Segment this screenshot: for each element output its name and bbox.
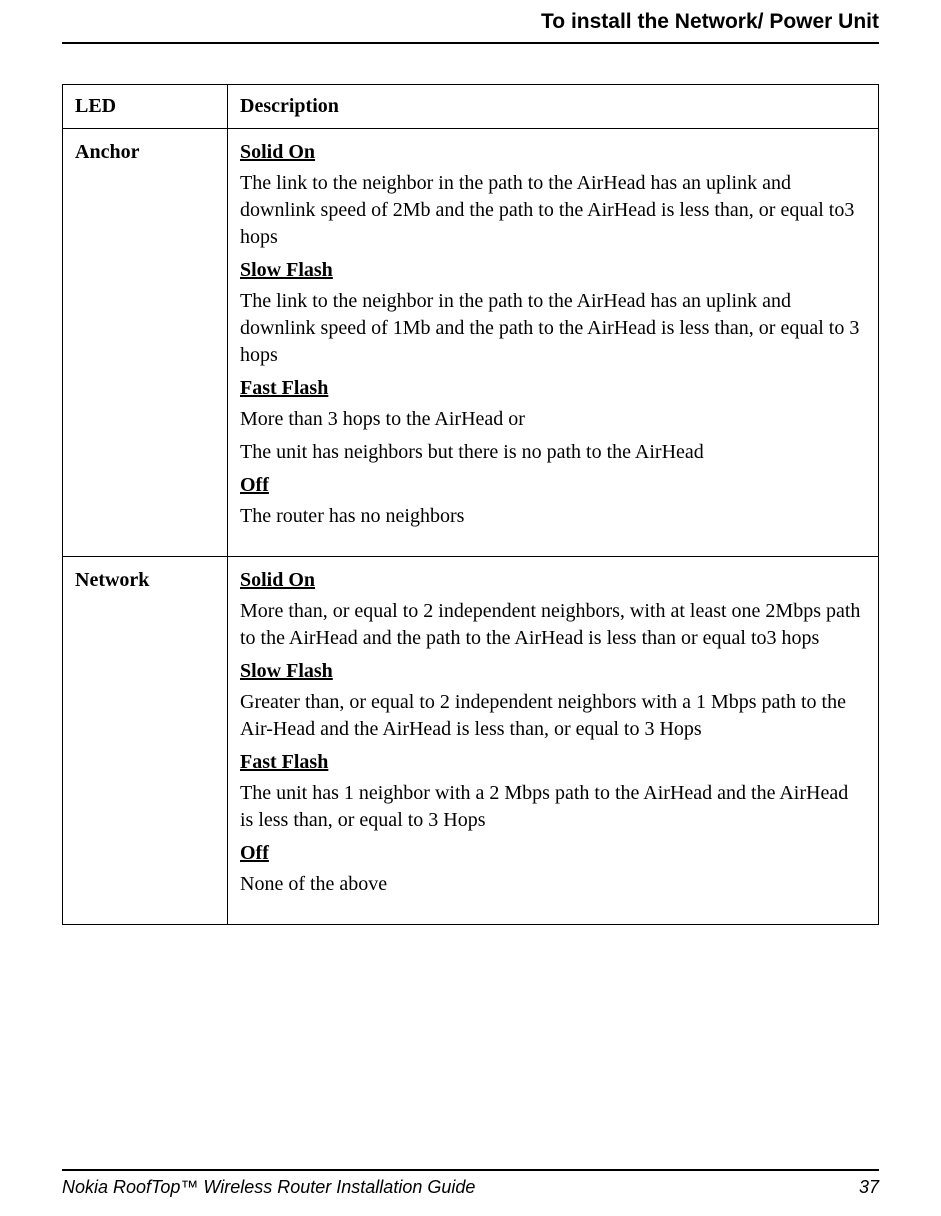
col-header-description: Description	[228, 85, 879, 129]
state-body: The unit has neighbors but there is no p…	[240, 439, 866, 466]
state-heading: Slow Flash	[240, 658, 866, 685]
led-name-network: Network	[75, 569, 149, 591]
cell-led-description: Solid On The link to the neighbor in the…	[228, 129, 879, 557]
state-heading: Off	[240, 840, 866, 867]
col-header-led: LED	[63, 85, 228, 129]
state-body: The unit has 1 neighbor with a 2 Mbps pa…	[240, 780, 866, 834]
page-header-title: To install the Network/ Power Unit	[62, 0, 879, 42]
page: To install the Network/ Power Unit LED D…	[0, 0, 941, 1216]
cell-led-name: Network	[63, 557, 228, 925]
state-heading: Solid On	[240, 567, 866, 594]
table-header-row: LED Description	[63, 85, 879, 129]
led-status-table: LED Description Anchor Solid On The link…	[62, 84, 879, 925]
table-row: Anchor Solid On The link to the neighbor…	[63, 129, 879, 557]
state-heading: Fast Flash	[240, 375, 866, 402]
state-body: The link to the neighbor in the path to …	[240, 170, 866, 251]
state-body: None of the above	[240, 871, 866, 898]
footer-title: Nokia RoofTop™ Wireless Router Installat…	[62, 1177, 475, 1198]
header-rule	[62, 42, 879, 44]
led-name-anchor: Anchor	[75, 141, 139, 163]
state-heading: Fast Flash	[240, 749, 866, 776]
state-body: Greater than, or equal to 2 independent …	[240, 689, 866, 743]
cell-led-name: Anchor	[63, 129, 228, 557]
page-footer: Nokia RoofTop™ Wireless Router Installat…	[62, 1169, 879, 1198]
state-body: More than, or equal to 2 independent nei…	[240, 598, 866, 652]
cell-led-description: Solid On More than, or equal to 2 indepe…	[228, 557, 879, 925]
footer-rule	[62, 1169, 879, 1171]
state-body: More than 3 hops to the AirHead or	[240, 406, 866, 433]
state-body: The link to the neighbor in the path to …	[240, 288, 866, 369]
footer-page-number: 37	[859, 1177, 879, 1198]
table-row: Network Solid On More than, or equal to …	[63, 557, 879, 925]
state-heading: Slow Flash	[240, 257, 866, 284]
state-heading: Off	[240, 472, 866, 499]
state-heading: Solid On	[240, 139, 866, 166]
footer-row: Nokia RoofTop™ Wireless Router Installat…	[62, 1177, 879, 1198]
state-body: The router has no neighbors	[240, 503, 866, 530]
